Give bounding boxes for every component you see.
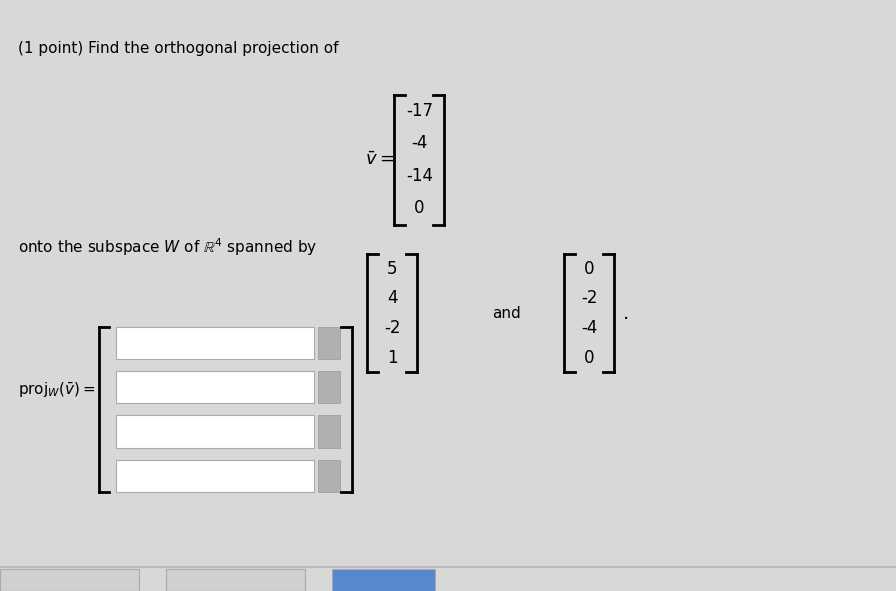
Text: 0: 0 [414, 199, 425, 217]
Text: and: and [492, 306, 521, 321]
Text: -2: -2 [582, 290, 598, 307]
Text: onto the subspace $W$ of $\mathbb{R}^4$ spanned by: onto the subspace $W$ of $\mathbb{R}^4$ … [18, 236, 317, 258]
FancyBboxPatch shape [318, 460, 340, 492]
Text: -14: -14 [406, 167, 433, 185]
Text: -4: -4 [411, 134, 427, 152]
Text: (1 point) Find the orthogonal projection of: (1 point) Find the orthogonal projection… [18, 41, 339, 56]
Text: -4: -4 [582, 319, 598, 337]
Text: 5: 5 [387, 260, 398, 278]
Text: $\bar{v}=$: $\bar{v}=$ [365, 151, 394, 168]
FancyBboxPatch shape [116, 371, 314, 404]
FancyBboxPatch shape [116, 326, 314, 359]
Text: -2: -2 [384, 319, 401, 337]
FancyBboxPatch shape [318, 371, 340, 404]
FancyBboxPatch shape [116, 460, 314, 492]
Text: 1: 1 [387, 349, 398, 366]
FancyBboxPatch shape [0, 569, 139, 591]
FancyBboxPatch shape [166, 569, 305, 591]
FancyBboxPatch shape [318, 326, 340, 359]
Text: 0: 0 [584, 260, 595, 278]
Text: -17: -17 [406, 102, 433, 120]
FancyBboxPatch shape [116, 415, 314, 448]
Text: 4: 4 [387, 290, 398, 307]
Text: .: . [623, 304, 629, 323]
Text: $\mathrm{proj}_W(\bar{v})=$: $\mathrm{proj}_W(\bar{v})=$ [18, 381, 96, 400]
FancyBboxPatch shape [332, 569, 435, 591]
Text: 0: 0 [584, 349, 595, 366]
FancyBboxPatch shape [318, 415, 340, 448]
